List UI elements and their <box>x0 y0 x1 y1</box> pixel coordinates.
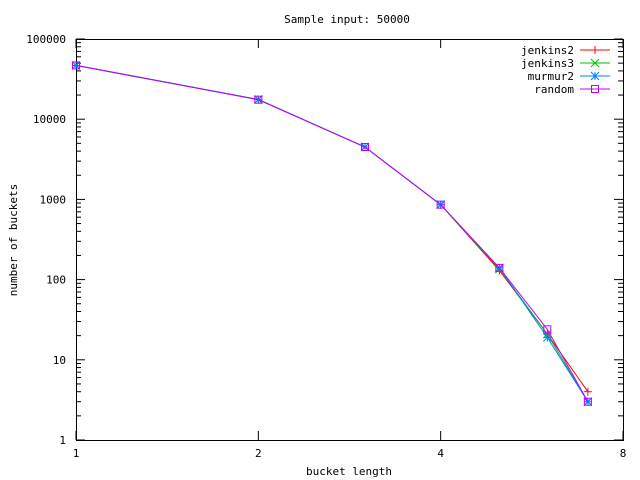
legend-label: murmur2 <box>528 70 574 83</box>
y-tick-label: 100000 <box>26 33 66 46</box>
series-line <box>75 64 589 402</box>
x-tick-label: 2 <box>255 447 262 460</box>
legend-item-murmur2: murmur2 <box>528 70 610 83</box>
data-point <box>495 263 504 272</box>
legend-item-random: random <box>534 83 610 96</box>
series-layer <box>71 61 593 407</box>
y-tick-label: 10000 <box>33 113 66 126</box>
series-line <box>75 64 589 402</box>
legend-marker <box>590 58 600 68</box>
y-tick-label: 1 <box>59 434 66 447</box>
legend-label: random <box>534 83 574 96</box>
y-tick-label: 1000 <box>40 193 67 206</box>
data-point <box>583 397 593 407</box>
data-point <box>583 397 592 406</box>
data-point <box>436 200 445 209</box>
legend-item-jenkins3: jenkins3 <box>521 57 610 70</box>
y-tick-label: 10 <box>53 354 66 367</box>
data-point <box>543 325 552 334</box>
series-random <box>72 61 592 406</box>
chart-title: Sample input: 50000 <box>284 13 410 26</box>
legend-marker <box>591 46 599 54</box>
series-line <box>75 64 589 392</box>
series-murmur2 <box>71 61 593 407</box>
legend-item-jenkins2: jenkins2 <box>521 44 610 57</box>
series-jenkins2 <box>72 61 592 396</box>
y-axis-label: number of buckets <box>7 184 20 297</box>
legend-marker <box>591 85 599 93</box>
series-line <box>75 64 589 402</box>
plot-frame <box>76 39 624 441</box>
x-tick-label: 4 <box>437 447 444 460</box>
legend-label: jenkins3 <box>521 57 574 70</box>
x-axis-label: bucket length <box>306 465 392 478</box>
y-tick-label: 100 <box>46 274 66 287</box>
x-tick-label: 1 <box>73 447 80 460</box>
data-point <box>360 143 369 152</box>
legend-label: jenkins2 <box>521 44 574 57</box>
data-point <box>254 95 263 104</box>
legend-marker <box>590 71 600 81</box>
series-jenkins3 <box>71 61 593 407</box>
y-axis: 1 10 100 1000 10000 100000 <box>26 33 623 447</box>
x-tick-label: 8 <box>620 447 627 460</box>
data-point <box>72 61 80 70</box>
data-point <box>583 387 592 396</box>
x-axis: 1 2 4 8 <box>73 39 627 460</box>
